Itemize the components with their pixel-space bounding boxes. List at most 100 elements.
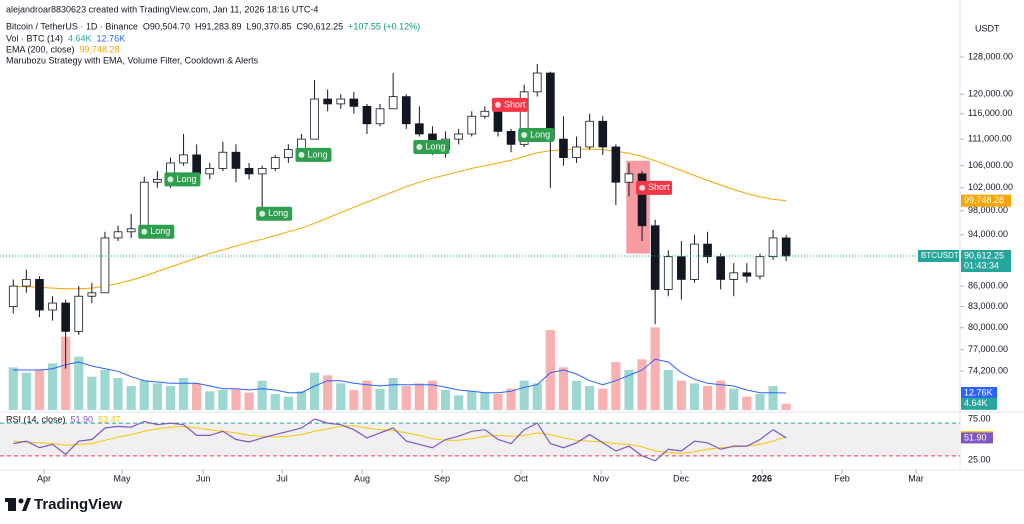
x-tick-label: Dec	[673, 473, 690, 483]
volume-bar	[165, 386, 176, 410]
candle-body	[375, 108, 385, 125]
ohlc-value: H91,283.89	[195, 21, 242, 31]
volume-bar	[323, 375, 333, 410]
candle-body	[362, 105, 372, 125]
x-tick-label: Aug	[354, 473, 370, 483]
signal-icon	[167, 176, 174, 183]
y-tick-label: 128,000.00	[968, 51, 1013, 61]
candle-body	[755, 256, 765, 277]
symbol-title: Bitcoin / TetherUS · 1D · Binance	[6, 21, 138, 31]
volume-label: 4.64K	[964, 398, 988, 408]
rsi-band	[0, 423, 960, 456]
signal-icon	[494, 101, 501, 108]
candle-body	[153, 179, 162, 183]
candle-body	[650, 225, 660, 290]
volume-label-box	[961, 397, 997, 410]
candle-body	[637, 173, 647, 227]
candle-body	[572, 146, 581, 158]
volume-ma-value: 12.76K	[97, 33, 126, 43]
candle-body	[244, 167, 254, 175]
signal-icon	[639, 184, 646, 191]
volume-bar	[729, 388, 739, 410]
candle-body	[559, 138, 568, 158]
candle-body	[611, 146, 621, 183]
signal-label	[164, 172, 201, 187]
candle-body	[61, 302, 70, 332]
signal-icon	[298, 151, 305, 158]
candle-body	[126, 228, 136, 233]
volume-bar	[283, 396, 293, 410]
signal-label	[491, 97, 528, 112]
x-tick-label: Jun	[196, 473, 211, 483]
candle-body	[781, 237, 791, 257]
x-tick-label: Feb	[834, 473, 850, 483]
price-label: 99,748.28	[964, 195, 1004, 205]
candle-body	[624, 173, 634, 183]
volume-bar	[231, 388, 241, 410]
signal-text: Long	[530, 129, 550, 139]
volume-bar	[100, 370, 110, 410]
volume-bar	[545, 330, 555, 410]
volume-bar	[87, 376, 97, 410]
volume-bar	[401, 386, 411, 410]
volume-bar	[480, 392, 490, 410]
rsi-tick-label: 75.00	[968, 413, 991, 423]
volume-bar	[676, 380, 686, 410]
volume-label-box	[961, 386, 997, 399]
y-tick-label: 80,000.00	[968, 322, 1008, 332]
y-tick-label: 98,000.00	[968, 205, 1008, 215]
candle-body	[113, 231, 123, 239]
candle-body	[729, 272, 739, 280]
volume-bar	[611, 362, 621, 410]
signal-label	[636, 180, 673, 195]
y-tick-label: 116,000.00	[968, 108, 1012, 118]
candle-body	[532, 72, 542, 93]
signal-text: Long	[307, 149, 327, 159]
brand-logo	[5, 498, 31, 511]
y-tick-label: 120,000.00	[968, 89, 1013, 99]
candle-body	[270, 157, 280, 169]
volume-bar	[663, 370, 673, 410]
volume-legend: Vol · BTC (14)	[6, 33, 63, 43]
volume-bar	[454, 395, 464, 410]
signal-label	[295, 147, 332, 162]
volume-bar	[61, 336, 71, 410]
signal-text: Long	[425, 141, 445, 151]
signal-label	[518, 127, 555, 142]
candle-body	[192, 154, 201, 175]
candle-body	[519, 91, 529, 145]
ema-legend: EMA (200, close)	[6, 44, 75, 54]
y-tick-label: 86,000.00	[968, 280, 1008, 290]
volume-bar	[362, 380, 372, 410]
volume-bar	[152, 383, 162, 410]
volume-bar	[598, 388, 608, 410]
rsi-ma-value: 53.47	[98, 414, 121, 424]
volume-bar	[414, 383, 424, 410]
price-unit: USDT	[975, 23, 1000, 33]
candle-body	[139, 181, 149, 230]
volume-bar	[558, 367, 569, 410]
candle-body	[703, 243, 712, 258]
volume-bar	[650, 327, 660, 410]
signal-text: Long	[176, 174, 196, 184]
candle-body	[677, 256, 686, 280]
rsi-line	[13, 418, 787, 462]
price-label-box	[961, 194, 1011, 207]
candle-body	[585, 120, 594, 148]
candle-body	[22, 279, 31, 287]
candle-body	[716, 256, 725, 280]
candle-body	[493, 110, 503, 132]
signal-text: Long	[150, 226, 170, 236]
volume-bar	[624, 370, 634, 410]
price-label-box	[961, 249, 1011, 272]
y-tick-label: 77,000.00	[968, 344, 1008, 354]
credit: alejandroar8830623 created with TradingV…	[6, 4, 318, 14]
ema-line	[13, 148, 787, 290]
candle-body	[87, 292, 97, 297]
volume-bar	[8, 367, 18, 410]
volume-bar	[113, 378, 123, 410]
volume-bar	[205, 391, 215, 410]
symbol-tag: BTCUSDT	[921, 251, 959, 260]
volume-ma-line	[13, 358, 787, 394]
candle-body	[598, 120, 608, 148]
